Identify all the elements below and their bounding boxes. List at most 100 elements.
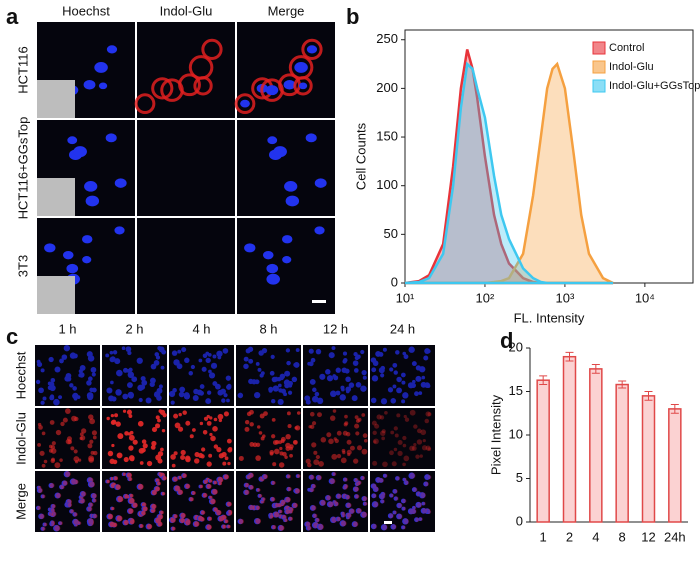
nucleus bbox=[161, 349, 167, 355]
red-signal bbox=[206, 524, 212, 530]
nucleus bbox=[205, 398, 212, 405]
nucleus bbox=[58, 395, 63, 400]
red-signal bbox=[189, 434, 194, 439]
red-signal bbox=[255, 442, 261, 447]
red-signal bbox=[422, 438, 426, 443]
red-signal bbox=[132, 439, 138, 445]
nucleus bbox=[243, 482, 249, 488]
nucleus bbox=[294, 62, 308, 73]
red-signal bbox=[278, 525, 285, 531]
nucleus bbox=[415, 375, 422, 382]
red-signal bbox=[139, 524, 144, 528]
nucleus bbox=[50, 377, 56, 383]
red-signal bbox=[374, 423, 380, 429]
red-signal bbox=[216, 510, 222, 516]
red-signal bbox=[41, 431, 46, 436]
red-signal bbox=[271, 434, 276, 439]
nucleus bbox=[378, 493, 385, 500]
red-signal bbox=[222, 461, 227, 466]
nucleus bbox=[393, 496, 398, 501]
red-signal bbox=[289, 453, 293, 458]
nucleus bbox=[69, 478, 77, 485]
red-signal bbox=[173, 413, 179, 419]
nucleus bbox=[179, 386, 186, 393]
red-signal bbox=[210, 435, 216, 442]
nucleus bbox=[328, 478, 335, 485]
red-signal bbox=[415, 517, 420, 522]
nucleus bbox=[319, 373, 326, 380]
red-signal bbox=[380, 493, 386, 499]
nucleus bbox=[345, 512, 352, 519]
nucleus bbox=[184, 357, 190, 363]
red-signal bbox=[129, 456, 135, 462]
red-signal bbox=[402, 498, 407, 504]
nucleus bbox=[255, 362, 260, 366]
red-signal bbox=[65, 471, 71, 478]
nucleus bbox=[345, 376, 351, 382]
red-signal bbox=[296, 474, 301, 478]
nucleus bbox=[257, 493, 262, 498]
red-signal bbox=[180, 454, 186, 461]
red-signal bbox=[88, 518, 95, 525]
red-signal bbox=[354, 486, 360, 492]
red-signal bbox=[185, 519, 191, 526]
red-signal bbox=[416, 439, 423, 445]
nucleus bbox=[248, 358, 254, 364]
red-signal bbox=[185, 456, 191, 463]
red-signal bbox=[411, 445, 417, 451]
red-signal bbox=[141, 510, 146, 516]
histogram-area bbox=[404, 61, 614, 285]
red-signal bbox=[285, 446, 291, 451]
nucleus bbox=[270, 398, 276, 404]
nucleus bbox=[86, 518, 94, 525]
red-signal bbox=[39, 450, 45, 456]
nucleus bbox=[306, 45, 318, 54]
nucleus bbox=[88, 502, 93, 508]
red-signal bbox=[332, 472, 337, 476]
nucleus bbox=[285, 195, 300, 207]
nucleus bbox=[266, 263, 279, 274]
nucleus bbox=[40, 400, 45, 405]
red-signal bbox=[137, 483, 144, 490]
red-signal bbox=[209, 416, 213, 420]
nucleus bbox=[47, 385, 53, 390]
nucleus bbox=[295, 474, 300, 479]
nucleus bbox=[401, 380, 406, 385]
red-signal bbox=[311, 421, 317, 426]
nucleus bbox=[105, 133, 117, 143]
red-signal bbox=[115, 484, 121, 490]
red-signal bbox=[282, 514, 287, 520]
legend-label: Control bbox=[609, 42, 644, 54]
red-signal bbox=[171, 526, 176, 531]
nucleus bbox=[125, 346, 132, 353]
red-signal bbox=[271, 497, 276, 502]
red-signal bbox=[271, 480, 276, 485]
y-tick-label: 5 bbox=[516, 470, 523, 485]
nucleus bbox=[63, 470, 71, 478]
nucleus bbox=[79, 491, 86, 497]
red-signal bbox=[109, 458, 115, 465]
nucleus bbox=[371, 367, 377, 373]
red-signal bbox=[194, 458, 200, 464]
red-signal bbox=[50, 445, 56, 450]
red-signal bbox=[249, 422, 254, 427]
nucleus bbox=[355, 507, 362, 514]
red-signal bbox=[344, 477, 348, 482]
nucleus bbox=[61, 480, 68, 486]
nucleus bbox=[420, 381, 427, 388]
red-signal bbox=[71, 478, 77, 485]
red-signal bbox=[397, 439, 403, 445]
red-signal bbox=[309, 411, 315, 417]
red-signal bbox=[332, 409, 337, 413]
red-signal bbox=[269, 451, 274, 456]
nucleus bbox=[109, 356, 115, 363]
red-signal bbox=[70, 446, 75, 451]
red-signal bbox=[37, 442, 42, 447]
red-signal bbox=[218, 453, 225, 459]
nucleus bbox=[145, 397, 152, 404]
red-signal bbox=[425, 445, 431, 451]
red-signal bbox=[311, 505, 317, 511]
nucleus bbox=[316, 397, 324, 405]
red-signal bbox=[307, 462, 312, 468]
